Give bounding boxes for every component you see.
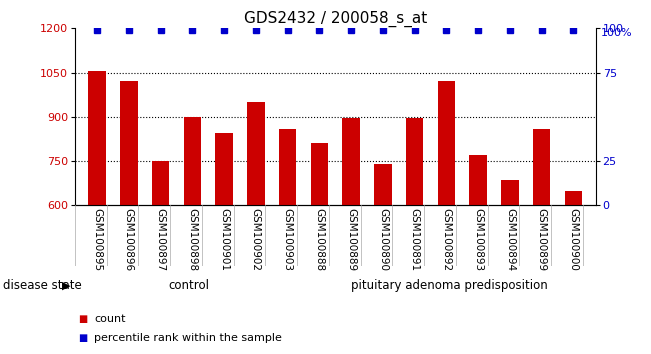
Text: GSM100888: GSM100888 [314,208,324,272]
Bar [469,155,487,205]
Bar [247,102,264,205]
Text: percentile rank within the sample: percentile rank within the sample [94,333,283,343]
Text: ■: ■ [78,333,87,343]
Text: GSM100893: GSM100893 [473,208,483,272]
Text: GSM100892: GSM100892 [441,208,451,272]
Text: pituitary adenoma predisposition: pituitary adenoma predisposition [351,279,547,292]
Text: control: control [169,279,209,292]
Text: GSM100901: GSM100901 [219,208,229,271]
Bar [120,81,137,205]
Text: ▶: ▶ [62,281,71,291]
Text: GSM100899: GSM100899 [536,208,547,272]
Text: GSM100890: GSM100890 [378,208,388,271]
Bar [152,161,169,205]
Bar [342,118,360,205]
Bar [215,133,233,205]
Bar [279,129,296,205]
Text: GSM100900: GSM100900 [568,208,579,271]
Text: GSM100897: GSM100897 [156,208,165,272]
Bar [89,71,106,205]
Text: 100%: 100% [601,28,633,38]
Text: disease state: disease state [3,279,82,292]
Text: GSM100894: GSM100894 [505,208,515,272]
Text: GSM100896: GSM100896 [124,208,134,272]
Text: GSM100902: GSM100902 [251,208,261,271]
Text: GSM100889: GSM100889 [346,208,356,272]
Bar [184,117,201,205]
Text: GSM100891: GSM100891 [409,208,420,272]
Text: count: count [94,314,126,324]
Text: ■: ■ [78,314,87,324]
Bar [311,143,328,205]
Bar [501,180,519,205]
Bar [564,190,582,205]
Text: GSM100895: GSM100895 [92,208,102,272]
Text: GSM100903: GSM100903 [283,208,293,271]
Bar [437,81,455,205]
Bar [406,118,423,205]
Title: GDS2432 / 200058_s_at: GDS2432 / 200058_s_at [243,11,427,27]
Text: GSM100898: GSM100898 [187,208,197,272]
Bar [374,164,392,205]
Bar [533,129,550,205]
